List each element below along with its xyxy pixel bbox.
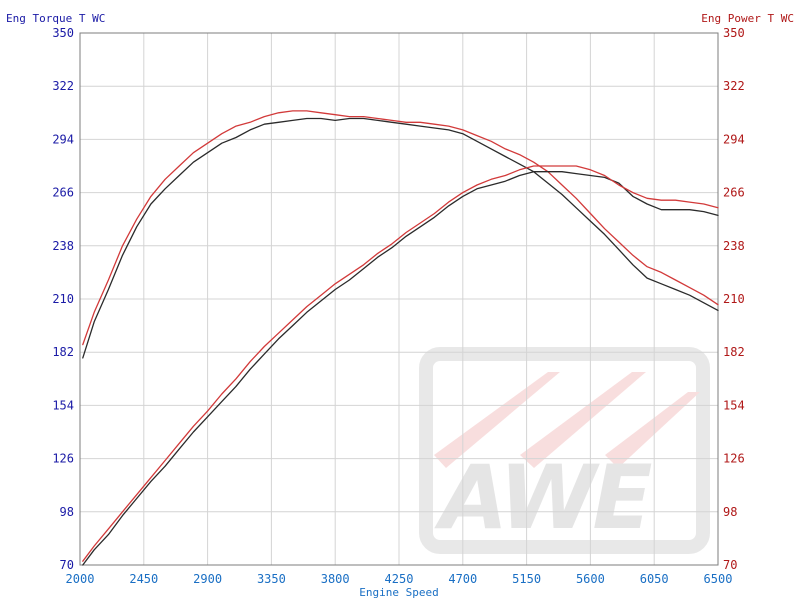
left-y-tick-label: 182 xyxy=(52,345,74,359)
right-y-tick-label: 98 xyxy=(723,505,737,519)
left-y-tick-label: 294 xyxy=(52,132,74,146)
x-tick-label: 2900 xyxy=(193,572,222,586)
x-tick-label: 2000 xyxy=(66,572,95,586)
x-tick-label: 6050 xyxy=(640,572,669,586)
series-line-4 xyxy=(82,165,719,562)
left-y-tick-label: 210 xyxy=(52,292,74,306)
right-y-tick-label: 322 xyxy=(723,79,745,93)
tick-labels: 2000 2450 2900 3350 3800 4250 4700 5150 5600 6050… xyxy=(52,26,744,586)
left-y-tick-label: 266 xyxy=(52,186,74,200)
right-y-tick-label: 238 xyxy=(723,239,745,253)
right-y-tick-label: 294 xyxy=(723,132,745,146)
left-y-tick-label: 322 xyxy=(52,79,74,93)
left-y-tick-label: 238 xyxy=(52,239,74,253)
left-axis-title: Eng Torque T WC xyxy=(6,12,105,25)
right-y-tick-label: 126 xyxy=(723,452,745,466)
plot-frame xyxy=(79,32,719,566)
svg-text:AWE: AWE xyxy=(434,446,651,549)
left-y-tick-label: 70 xyxy=(60,558,74,572)
left-y-tick-label: 126 xyxy=(52,452,74,466)
series-line-2 xyxy=(82,110,719,346)
right-y-tick-label: 70 xyxy=(723,558,737,572)
left-y-tick-label: 350 xyxy=(52,26,74,40)
x-tick-label: 5600 xyxy=(576,572,605,586)
right-y-tick-label: 182 xyxy=(723,345,745,359)
right-y-tick-label: 154 xyxy=(723,398,745,412)
series-line-1 xyxy=(82,117,719,359)
x-tick-label: 2450 xyxy=(129,572,158,586)
x-tick-label: 3800 xyxy=(321,572,350,586)
right-y-tick-label: 210 xyxy=(723,292,745,306)
series-layer xyxy=(82,110,719,566)
right-y-tick-label: 266 xyxy=(723,186,745,200)
left-y-tick-label: 154 xyxy=(52,398,74,412)
x-axis-title: Engine Speed xyxy=(359,586,438,599)
right-axis-title: Eng Power T WC xyxy=(701,12,794,25)
awe-watermark-logo: AWE xyxy=(419,347,710,554)
x-tick-label: 5150 xyxy=(512,572,541,586)
left-y-tick-label: 98 xyxy=(60,505,74,519)
x-tick-label: 3350 xyxy=(257,572,286,586)
x-tick-label: 6500 xyxy=(704,572,733,586)
x-tick-label: 4700 xyxy=(448,572,477,586)
right-y-tick-label: 350 xyxy=(723,26,745,40)
x-tick-label: 4250 xyxy=(385,572,414,586)
